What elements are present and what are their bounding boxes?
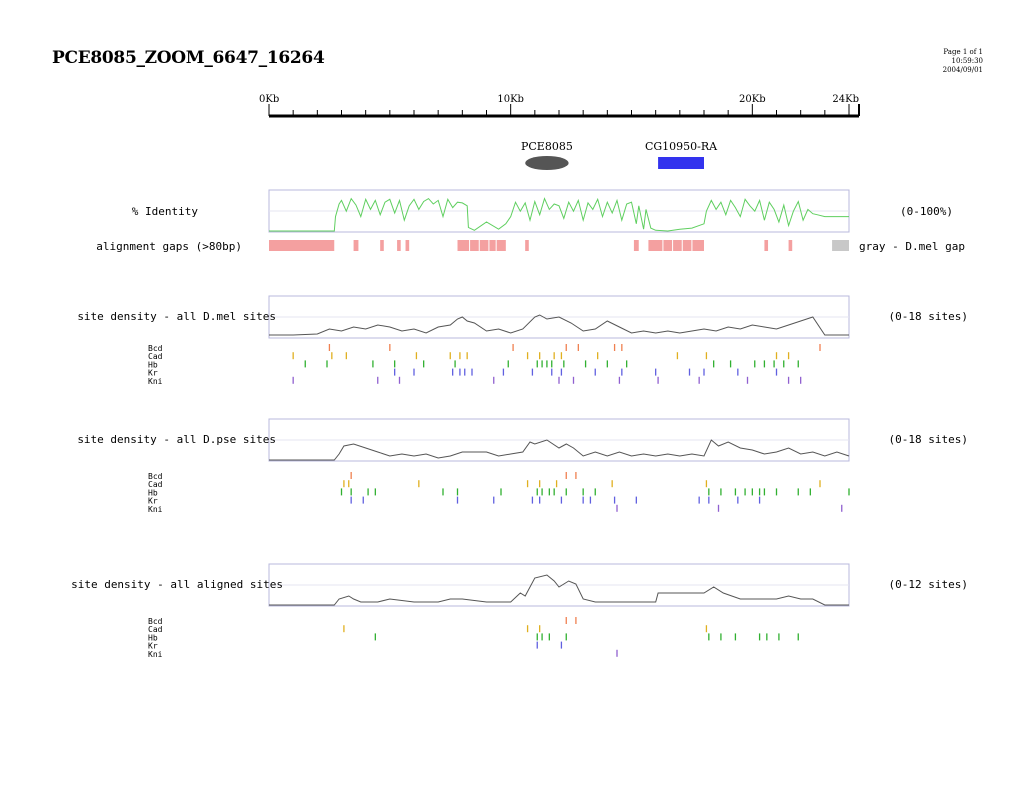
axis-tick-label: 24Kb [832,94,859,105]
gap-block [525,240,529,251]
feature-ellipse [525,156,569,170]
density-label: site density - all D.pse sites [77,433,276,446]
site-row-label: Kr [148,497,158,506]
site-row-label: Cad [148,352,163,361]
site-row-label: Kr [148,642,158,651]
kb-axis: 0Kb 10Kb 20Kb 24Kb [259,94,860,118]
density-label: site density - all D.mel sites [77,310,276,323]
site-row-label: Bcd [148,472,163,481]
density-line [269,574,849,606]
page-number: Page 1 of 1 [943,48,983,56]
density-range: (0-18 sites) [889,433,968,446]
density-group: site density - all aligned sites (0-12 si… [71,563,968,659]
density-group: site density - all D.mel sites (0-18 site… [77,295,968,386]
gap-block [648,240,704,251]
site-row-label: Bcd [148,617,163,626]
site-row-label: Kni [148,505,163,514]
density-group: site density - all D.pse sites (0-18 site… [77,418,968,514]
site-row-label: Kni [148,650,163,659]
gap-block [269,240,335,251]
gap-block [764,240,769,251]
gaps-label: alignment gaps (>80bp) [96,240,242,253]
identity-track: % Identity (0-100%) [132,189,953,233]
gap-block [353,240,359,251]
identity-label: % Identity [132,205,199,218]
axis-tick-label: 20Kb [739,94,766,105]
site-row-label: Cad [148,480,163,489]
gap-block [457,240,506,251]
gap-block [397,240,401,251]
feature-track: PCE8085 CG10950-RA [521,140,718,170]
page-title: PCE8085_ZOOM_6647_16264 [52,48,325,68]
feature-label: PCE8085 [521,140,573,153]
gap-block [405,240,410,251]
gap-block [380,240,384,251]
site-row-label: Hb [148,360,158,369]
site-row-label: Bcd [148,344,163,353]
gap-block [788,240,793,251]
site-row-label: Hb [148,488,158,497]
gap-dmel-block [832,240,849,251]
site-row-label: Hb [148,633,158,642]
density-range: (0-12 sites) [889,578,968,591]
identity-line [269,197,849,232]
density-range: (0-18 sites) [889,310,968,323]
gap-block [633,240,639,251]
gap-track: alignment gaps (>80bp) gray - D.mel gap [96,240,965,253]
page-meta: Page 1 of 1 10:59:30 2004/09/01 [943,48,983,75]
print-time: 10:59:30 [951,57,983,65]
gaps-note: gray - D.mel gap [859,240,965,253]
feature-label: CG10950-RA [645,140,718,153]
site-row-label: Kr [148,369,158,378]
site-row-label: Kni [148,377,163,386]
site-row-label: Cad [148,625,163,634]
axis-tick-label: 10Kb [497,94,524,105]
print-date: 2004/09/01 [942,66,983,74]
density-groups: site density - all D.mel sites (0-18 site… [71,295,968,659]
identity-range: (0-100%) [900,205,953,218]
density-line [269,439,850,461]
density-label: site density - all aligned sites [71,578,283,591]
density-line [269,314,849,336]
feature-box [658,157,704,169]
axis-tick-label: 0Kb [259,94,279,105]
